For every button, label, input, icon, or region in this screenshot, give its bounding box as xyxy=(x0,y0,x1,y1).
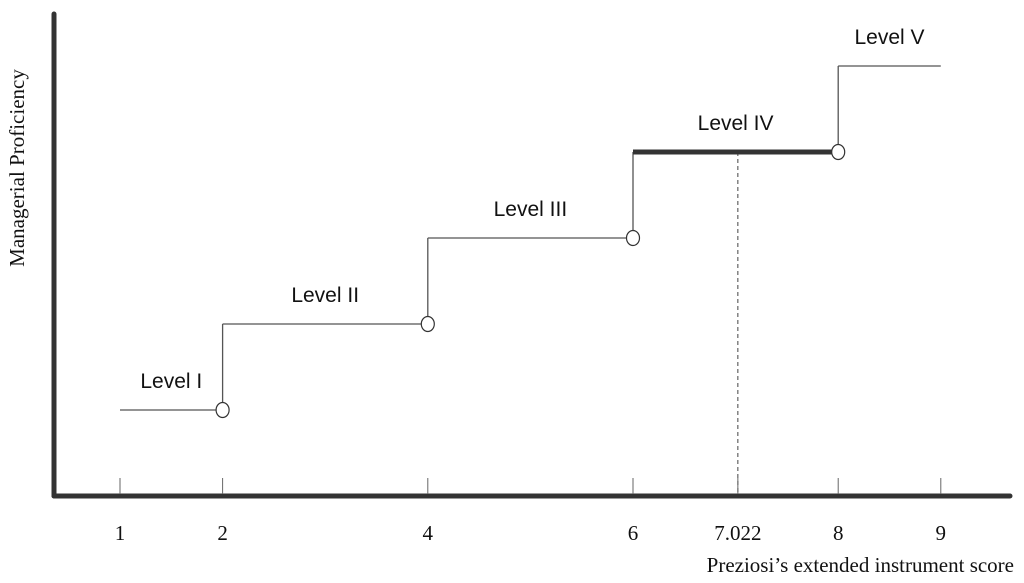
breakpoint-marker xyxy=(215,401,230,419)
level-label: Level I xyxy=(140,370,202,393)
x-tick-label: 6 xyxy=(628,521,639,545)
x-tick-label: 7.022 xyxy=(714,521,761,545)
chart-marks: Level I Level II Level III Level IV Level V xyxy=(120,26,941,496)
x-tick-label: 4 xyxy=(423,521,434,545)
breakpoint-marker xyxy=(625,229,641,247)
level-label: Level V xyxy=(854,26,924,49)
x-axis-ticks: 1 2 4 6 7.022 8 9 xyxy=(115,478,946,545)
x-tick-label: 9 xyxy=(936,521,947,545)
x-axis-label: Preziosi’s extended instrument score xyxy=(707,553,1014,577)
x-tick-label: 8 xyxy=(833,521,844,545)
level-label: Level III xyxy=(494,198,568,221)
x-tick-label: 2 xyxy=(217,521,228,545)
breakpoint-marker xyxy=(420,315,435,333)
breakpoint-marker xyxy=(831,143,846,161)
y-axis-label: Managerial Proficiency xyxy=(5,69,29,267)
level-label: Level IV xyxy=(698,112,774,135)
x-tick-label: 1 xyxy=(115,521,126,545)
level-label: Level II xyxy=(291,284,359,307)
